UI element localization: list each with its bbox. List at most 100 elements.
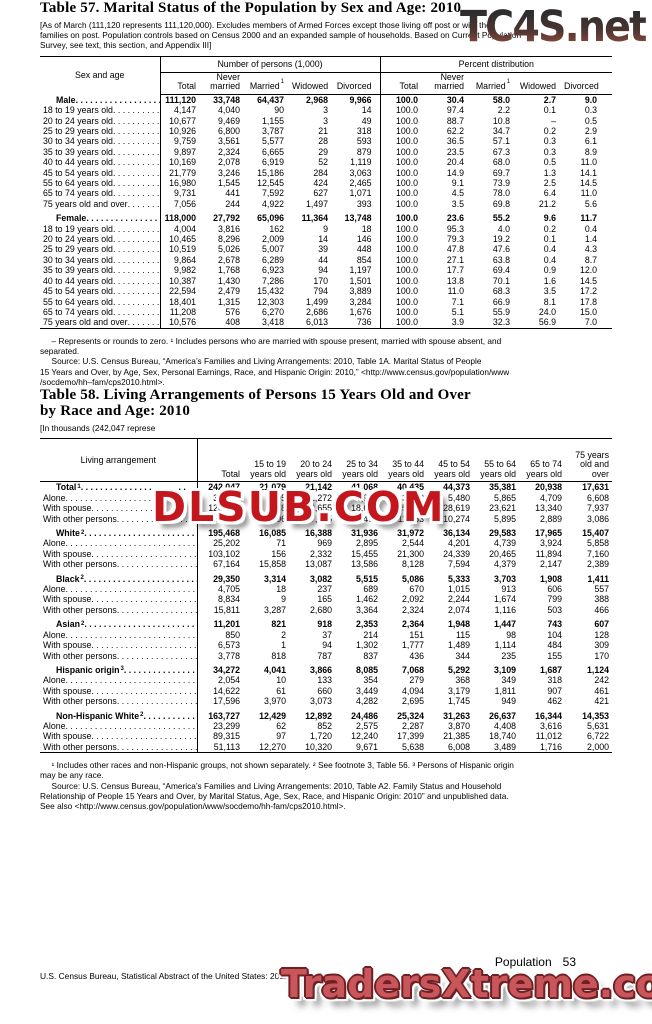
cell-value: 2,686 xyxy=(305,306,328,317)
cell-value: 949 xyxy=(501,696,516,707)
cell-value: 58.0 xyxy=(492,94,511,105)
cell-value: 17.2 xyxy=(579,286,598,297)
dot-leader xyxy=(91,731,196,741)
cell-value: 235 xyxy=(501,650,516,661)
cell-value: 1,447 xyxy=(493,619,516,630)
cell-value: 21,779 xyxy=(169,167,196,178)
cell-value: 2,695 xyxy=(401,696,424,707)
cell-value: 7,160 xyxy=(586,548,609,559)
cell-value: 15,432 xyxy=(257,286,284,297)
cell-value: 31,399 xyxy=(213,492,240,503)
cell-value: 163,727 xyxy=(208,710,240,721)
cell-value: 4,040 xyxy=(217,105,240,116)
cell-value: 47.8 xyxy=(446,244,465,255)
cell-value: 2.7 xyxy=(543,94,557,105)
cell-value: 68.0 xyxy=(492,157,511,168)
cell-value: 90 xyxy=(274,105,284,116)
row-label: Black 2 xyxy=(40,569,198,585)
cell-value: 100.0 xyxy=(396,275,419,286)
column-header: Never married xyxy=(426,72,473,95)
text-line: by Race and Age: 2010 xyxy=(40,403,191,420)
cell-value: 576 xyxy=(225,306,240,317)
cell-value: 104 xyxy=(547,629,562,640)
cell-value: – xyxy=(551,115,557,126)
cell-value: 2,680 xyxy=(309,604,332,615)
cell-value: 62 xyxy=(276,720,286,731)
row-label-text: 45 to 54 years old xyxy=(43,167,113,178)
row-label: 55 to 64 years old xyxy=(40,178,161,189)
cell-value: 64,437 xyxy=(257,94,284,105)
cell-value: 918 xyxy=(317,619,332,630)
cell-value: 10,274 xyxy=(443,513,470,524)
cell-value: 9,759 xyxy=(173,136,196,147)
cell-value: 11.0 xyxy=(447,286,465,297)
text-line: Source: U.S. Census Bureau, “America’s F… xyxy=(40,356,482,367)
cell-value: 907 xyxy=(547,685,562,696)
cell-value: 5,515 xyxy=(355,573,378,584)
cell-value: 4,408 xyxy=(493,720,516,731)
column-header: Married1 xyxy=(472,72,519,95)
cell-value: 2,655 xyxy=(309,503,332,514)
cell-value: 1,124 xyxy=(586,664,609,675)
cell-value: 3 xyxy=(323,105,328,116)
cell-value: 17,215 xyxy=(305,513,332,524)
cell-value: 2.9 xyxy=(584,126,598,137)
table-row: Alone 25,202 71 969 2,895 2,544 4,201 4,739 3,92… xyxy=(40,538,612,549)
cell-value: 1,497 xyxy=(305,198,328,209)
cell-value: 29,583 xyxy=(489,528,516,539)
cell-value: 5,858 xyxy=(586,538,609,549)
row-label: Alone xyxy=(40,584,198,595)
row-label: Female xyxy=(40,209,161,224)
cell-value: 557 xyxy=(594,584,609,595)
cell-value: 2,287 xyxy=(401,720,424,731)
table-row: Alone 23,299 62 852 2,575 2,287 3,870 4,408 3,61… xyxy=(40,720,612,732)
cell-value: 18,462 xyxy=(351,513,378,524)
cell-value: 155 xyxy=(547,650,562,661)
cell-value: 14.5 xyxy=(579,275,598,286)
row-label-text: 25 to 29 years old xyxy=(43,126,113,137)
cell-value: 1,720 xyxy=(309,731,332,742)
cell-value: 4.0 xyxy=(497,223,511,234)
cell-value: 854 xyxy=(336,254,381,266)
cell-value: 23,621 xyxy=(489,503,516,514)
row-label-text: With spouse xyxy=(43,640,92,651)
cell-value: 1,114 xyxy=(494,640,516,651)
cell-value: 17,965 xyxy=(535,528,562,539)
cell-value: 12,429 xyxy=(259,710,286,721)
dot-leader xyxy=(91,640,196,650)
cell-value: 9,897 xyxy=(173,146,196,157)
cell-value: 17,631 xyxy=(582,482,609,493)
table58: Living arrangement Total 15 to 19 years o… xyxy=(40,438,612,754)
row-label: 40 to 44 years old xyxy=(40,157,161,168)
row-label-text: With other persons xyxy=(43,741,117,752)
cell-value: 18 xyxy=(276,584,286,595)
cell-value: 2,389 xyxy=(586,559,609,570)
cell-value: 3,063 xyxy=(336,167,381,179)
dot-leader xyxy=(76,95,159,105)
cell-value: 31,936 xyxy=(351,528,378,539)
row-label-text: With spouse xyxy=(43,685,92,696)
cell-value: 242,047 xyxy=(208,482,240,493)
text-line: [As of March (111,120 represents 111,120… xyxy=(40,20,496,30)
cell-value: 21,142 xyxy=(305,482,332,493)
cell-value: 8,128 xyxy=(401,559,424,570)
cell-value: 2,000 xyxy=(586,741,609,752)
cell-value: 28,619 xyxy=(443,503,470,514)
cell-value: 3,924 xyxy=(539,538,562,549)
cell-value: 0.5 xyxy=(584,115,598,126)
cell-value: 30.4 xyxy=(446,94,465,105)
table-row: With spouse 14,622 61 660 3,449 4,094 3,179 1,8… xyxy=(40,685,612,697)
cell-value: 4.5 xyxy=(451,188,465,199)
row-label-text: 35 to 39 years old xyxy=(43,265,113,276)
row-label: With spouse xyxy=(40,640,198,651)
column-header: Total xyxy=(197,438,243,483)
dot-leader xyxy=(113,157,159,167)
cell-value: 3.9 xyxy=(451,317,465,328)
cell-value: 852 xyxy=(317,720,332,731)
cell-value: 1,430 xyxy=(217,275,240,286)
cell-value: 349 xyxy=(501,675,516,686)
cell-value: 821 xyxy=(271,619,286,630)
